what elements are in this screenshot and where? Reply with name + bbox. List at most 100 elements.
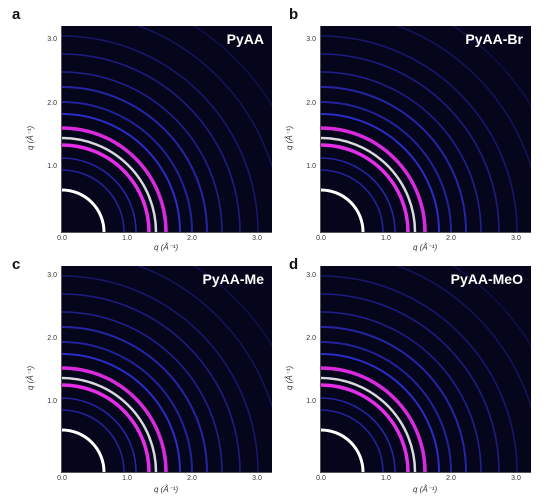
- x-axis-line: [61, 232, 272, 233]
- x-axis-label: q (Å⁻¹): [413, 243, 438, 252]
- scattering-ring: [137, 266, 272, 410]
- y-tick-label: 3.0: [47, 36, 57, 43]
- scattering-ring: [62, 326, 208, 472]
- diffraction-image: PyAA-Me: [62, 266, 272, 472]
- x-axis-label: q (Å⁻¹): [154, 485, 179, 494]
- scattering-rings: [321, 26, 531, 232]
- scattering-ring: [321, 275, 518, 472]
- scattering-ring: [321, 126, 427, 232]
- x-tick-label: 1.0: [122, 235, 132, 242]
- y-tick-label: 1.0: [306, 398, 316, 405]
- panel-letter: d: [289, 256, 299, 273]
- diffraction-image: PyAA: [62, 26, 272, 232]
- scattering-ring: [396, 266, 531, 410]
- y-axis-line: [320, 266, 321, 472]
- x-tick-label: 0.0: [57, 475, 67, 482]
- panel-d: d PyAA-MeO 1.0 2.0 3.0 0.0 1.0 2.0 3.0 q…: [277, 250, 554, 501]
- x-tick-label: 1.0: [381, 475, 391, 482]
- sample-label: PyAA-Br: [465, 31, 523, 47]
- y-axis-line: [61, 26, 62, 232]
- scattering-ring: [321, 136, 417, 232]
- x-tick-label: 1.0: [122, 475, 132, 482]
- scattering-ring: [452, 266, 531, 348]
- panel-b: b PyAA-Br 1.0 2.0 3.0 0.0 1.0 2.0 3.0 q …: [277, 0, 554, 252]
- scattering-ring: [321, 397, 396, 472]
- scattering-ring: [321, 157, 396, 232]
- scattering-ring: [62, 157, 137, 232]
- scattering-ring: [62, 341, 193, 472]
- scattering-ring: [321, 326, 467, 472]
- y-axis-label: q (Å⁻¹): [285, 125, 294, 150]
- scattering-ring: [321, 169, 384, 232]
- panel-letter: b: [289, 6, 299, 23]
- scattering-ring: [321, 143, 410, 232]
- scattering-ring: [62, 366, 168, 472]
- x-tick-label: 2.0: [446, 475, 456, 482]
- scattering-ring: [62, 383, 151, 472]
- scattering-ring: [321, 53, 500, 232]
- x-tick-label: 2.0: [187, 235, 197, 242]
- scattering-ring: [62, 126, 168, 232]
- scattering-ring: [321, 383, 410, 472]
- scattering-ring: [396, 26, 531, 170]
- scattering-ring: [321, 188, 365, 232]
- scattering-ring: [193, 26, 272, 108]
- scattering-ring: [321, 71, 482, 232]
- scattering-ring: [62, 169, 125, 232]
- x-axis-label: q (Å⁻¹): [413, 485, 438, 494]
- scattering-ring: [62, 376, 158, 472]
- y-tick-label: 2.0: [306, 335, 316, 342]
- scattering-ring: [62, 188, 106, 232]
- scattering-ring: [62, 293, 241, 472]
- diffraction-image: PyAA-Br: [321, 26, 531, 232]
- x-axis-line: [61, 472, 272, 473]
- y-axis-line: [320, 26, 321, 232]
- x-tick-label: 2.0: [187, 475, 197, 482]
- x-axis-label: q (Å⁻¹): [154, 243, 179, 252]
- sample-label: PyAA-Me: [202, 271, 264, 287]
- scattering-ring: [62, 311, 223, 472]
- panel-a: a PyAA 1.0 2.0 3.0 0.0 1.0 2.0 3.0 q (Å⁻…: [0, 0, 277, 252]
- panel-c: c PyAA-Me 1.0 2.0 3.0 0.0 1.0 2.0 3.0 q …: [0, 250, 277, 501]
- scattering-ring: [62, 71, 223, 232]
- sample-label: PyAA: [226, 31, 264, 47]
- scattering-ring: [321, 366, 427, 472]
- x-tick-label: 3.0: [252, 235, 262, 242]
- scattering-ring: [62, 86, 208, 232]
- scattering-rings: [62, 26, 272, 232]
- y-tick-label: 3.0: [306, 272, 316, 279]
- panel-letter: c: [12, 256, 21, 273]
- scattering-ring: [321, 376, 417, 472]
- sample-label: PyAA-MeO: [450, 271, 523, 287]
- diffraction-image: PyAA-MeO: [321, 266, 531, 472]
- scattering-ring: [62, 35, 259, 232]
- x-tick-label: 0.0: [316, 475, 326, 482]
- scattering-ring: [321, 35, 518, 232]
- y-tick-label: 2.0: [47, 335, 57, 342]
- scattering-ring: [62, 353, 181, 472]
- y-tick-label: 1.0: [47, 163, 57, 170]
- scattering-rings: [321, 266, 531, 472]
- scattering-ring: [137, 26, 272, 170]
- x-tick-label: 1.0: [381, 235, 391, 242]
- y-tick-label: 1.0: [47, 398, 57, 405]
- scattering-ring: [62, 101, 193, 232]
- y-tick-label: 1.0: [306, 163, 316, 170]
- scattering-ring: [62, 143, 151, 232]
- y-axis-line: [61, 266, 62, 472]
- y-axis-label: q (Å⁻¹): [285, 365, 294, 390]
- scattering-ring: [452, 26, 531, 108]
- scattering-ring: [321, 409, 384, 472]
- scattering-ring: [62, 53, 241, 232]
- x-tick-label: 0.0: [57, 235, 67, 242]
- y-tick-label: 2.0: [47, 100, 57, 107]
- scattering-ring: [321, 311, 482, 472]
- scattering-ring: [62, 113, 181, 232]
- scattering-ring: [62, 275, 259, 472]
- x-tick-label: 0.0: [316, 235, 326, 242]
- x-tick-label: 3.0: [511, 475, 521, 482]
- scattering-ring: [193, 266, 272, 348]
- y-axis-label: q (Å⁻¹): [26, 365, 35, 390]
- x-tick-label: 2.0: [446, 235, 456, 242]
- scattering-ring: [321, 341, 452, 472]
